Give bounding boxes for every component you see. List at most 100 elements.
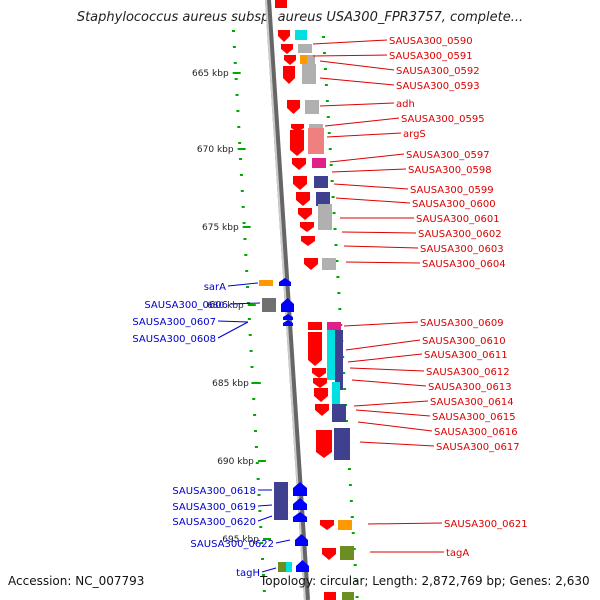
gene-label-leader xyxy=(312,39,388,45)
gene-box xyxy=(286,562,292,572)
gene-arrow xyxy=(315,404,329,416)
gene-label: tagH xyxy=(236,568,260,579)
gene-box xyxy=(312,158,326,168)
gene-box xyxy=(295,30,307,40)
gene-label-leader xyxy=(217,321,249,339)
gene-label-leader xyxy=(261,567,277,573)
right-dot-mark xyxy=(355,596,359,598)
left-dot-mark xyxy=(244,254,248,256)
gene-arrow xyxy=(312,368,326,378)
gene-label: SAUSA300_0614 xyxy=(430,397,514,408)
left-dot-mark xyxy=(261,558,265,560)
ruler-tick-label: 685 kbp xyxy=(212,379,249,389)
gene-label: SAUSA300_0610 xyxy=(422,336,506,347)
gene-label: SAUSA300_0621 xyxy=(444,519,528,530)
gene-arrow xyxy=(281,44,293,54)
left-dot-mark xyxy=(261,574,265,576)
gene-arrow xyxy=(283,320,293,326)
gene-box xyxy=(334,428,350,460)
gene-label: tagA xyxy=(446,548,469,559)
gene-arrow xyxy=(293,176,307,190)
gene-label: SAUSA300_0601 xyxy=(416,214,500,225)
gene-label-leader xyxy=(324,117,400,127)
right-dot-mark xyxy=(334,244,338,246)
left-dot-mark xyxy=(238,142,242,144)
gene-label-leader xyxy=(217,320,249,323)
gene-label: SAUSA300_0618 xyxy=(172,486,256,497)
gene-box xyxy=(298,44,312,53)
gene-box xyxy=(307,55,315,64)
right-dot-mark xyxy=(322,36,325,38)
gene-arrow xyxy=(292,158,306,170)
right-dot-mark xyxy=(332,212,336,214)
gene-label-leader xyxy=(351,379,427,387)
ruler-tick-mark xyxy=(237,148,246,150)
gene-label-leader xyxy=(319,77,395,86)
gene-label-leader xyxy=(345,339,421,351)
gene-box xyxy=(309,124,323,128)
right-dot-mark xyxy=(326,116,330,118)
gene-label: SAUSA300_0609 xyxy=(420,318,504,329)
gene-label: sarA xyxy=(204,282,226,293)
gene-arrow xyxy=(293,482,307,496)
gene-label: SAUSA300_0591 xyxy=(389,51,473,62)
gene-label-leader xyxy=(347,353,423,363)
gene-box xyxy=(302,64,316,84)
left-dot-mark xyxy=(247,318,251,320)
ruler-tick-label: 670 kbp xyxy=(197,145,234,155)
gene-arrow xyxy=(283,66,295,84)
gene-label-leader xyxy=(355,409,431,417)
gene-arrow xyxy=(320,520,334,530)
right-dot-mark xyxy=(323,68,327,70)
gene-label: SAUSA300_0613 xyxy=(428,382,512,393)
map-title: Staphylococcus aureus subsp. aureus USA3… xyxy=(76,10,524,25)
right-dot-mark xyxy=(335,260,339,262)
gene-arrow xyxy=(293,498,307,510)
gene-label: SAUSA300_0608 xyxy=(132,334,216,345)
left-dot-mark xyxy=(256,478,260,480)
gene-box xyxy=(262,298,276,312)
right-dot-mark xyxy=(327,132,331,134)
right-dot-mark xyxy=(352,548,356,550)
gene-label-leader xyxy=(257,504,273,507)
gene-arrow xyxy=(296,560,309,572)
ruler-tick-label: 675 kbp xyxy=(202,223,239,233)
gene-box xyxy=(340,546,354,560)
gene-arrow xyxy=(290,130,304,156)
left-dot-mark xyxy=(248,334,252,336)
right-dot-mark xyxy=(329,164,333,166)
gene-arrow xyxy=(301,236,315,246)
gene-label: argS xyxy=(403,129,426,140)
left-dot-mark xyxy=(258,510,262,512)
left-dot-mark xyxy=(236,110,240,112)
gene-label: SAUSA300_0595 xyxy=(401,114,485,125)
left-dot-mark xyxy=(252,398,256,400)
gene-box xyxy=(308,128,324,154)
gene-box xyxy=(308,322,322,330)
gene-label: SAUSA300_0612 xyxy=(426,367,510,378)
ruler-tick-mark xyxy=(242,226,251,228)
gene-label: SAUSA300_0603 xyxy=(420,244,504,255)
ruler-tick-label: 695 kbp xyxy=(222,535,259,545)
left-dot-mark xyxy=(243,238,247,240)
left-dot-mark xyxy=(249,350,253,352)
gene-arrow xyxy=(304,258,318,270)
gene-label: SAUSA300_0607 xyxy=(132,317,216,328)
right-dot-mark xyxy=(337,292,341,294)
right-dot-mark xyxy=(338,308,342,310)
topology-summary: Topology: circular; Length: 2,872,769 bp… xyxy=(260,574,590,588)
left-dot-mark xyxy=(232,30,235,32)
left-dot-mark xyxy=(232,46,236,48)
gene-box xyxy=(324,592,336,600)
gene-label-leader xyxy=(333,183,409,190)
gene-label-leader xyxy=(227,282,259,287)
gene-label-leader xyxy=(257,515,273,522)
left-dot-mark xyxy=(257,494,261,496)
gene-box xyxy=(316,192,330,206)
left-dot-mark xyxy=(235,94,239,96)
gene-label-leader xyxy=(319,102,395,107)
left-dot-mark xyxy=(245,270,249,272)
gene-arrow xyxy=(300,222,314,232)
left-dot-mark xyxy=(253,414,257,416)
